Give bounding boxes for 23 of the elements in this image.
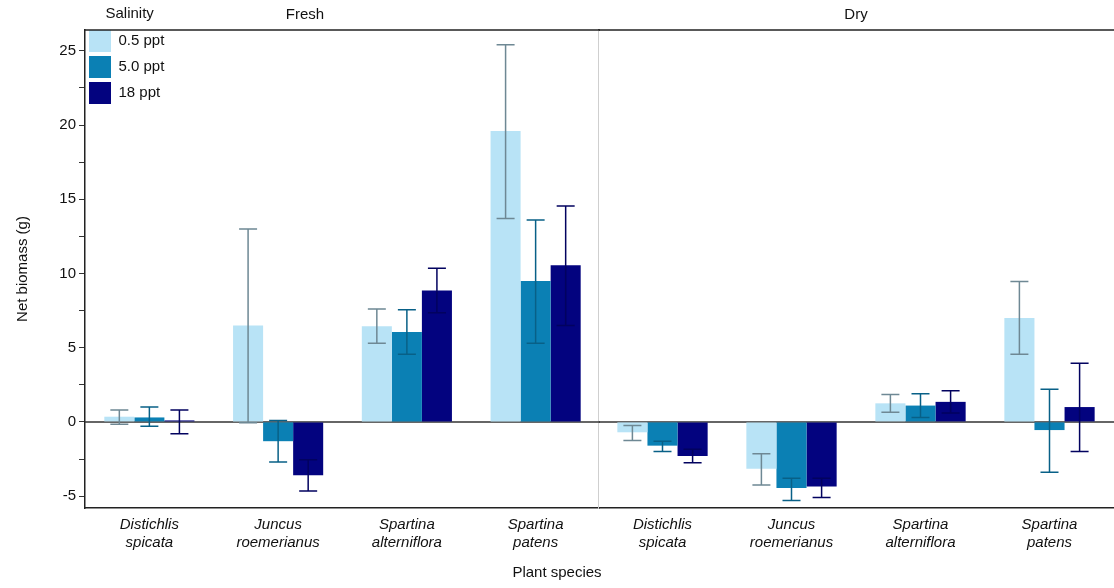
x-tick-label: Spartina alterniflora <box>371 515 442 551</box>
legend-label: 5.0 ppt <box>118 57 166 75</box>
y-axis-title: Net biomass (g) <box>13 216 31 322</box>
x-tick-label: Distichlis spicata <box>119 515 180 551</box>
legend-label: 0.5 ppt <box>118 31 166 49</box>
legend-label: 18 ppt <box>118 83 162 101</box>
x-tick-label: Juncus roemerianus <box>749 515 834 551</box>
chart-title: Fresh <box>285 5 325 23</box>
x-axis-title: Plant species <box>511 563 603 580</box>
y-tick-label: 25 <box>59 40 76 58</box>
y-tick-label: 20 <box>59 115 76 133</box>
y-tick-label: 15 <box>59 189 76 207</box>
chart-title: Dry <box>844 5 869 23</box>
y-tick-label: 0 <box>67 412 76 430</box>
y-tick-label: 10 <box>59 263 76 281</box>
x-tick-label: Spartina alterniflora <box>885 515 956 551</box>
x-tick-label: Spartina patens <box>1021 515 1078 551</box>
legend-title: Salinity <box>105 3 155 21</box>
x-tick-label: Spartina patens <box>507 515 564 551</box>
x-tick-label: Juncus roemerianus <box>236 515 321 551</box>
x-tick-label: Distichlis spicata <box>632 515 693 551</box>
y-tick-label: -5 <box>62 486 76 504</box>
y-tick-label: 5 <box>67 337 76 355</box>
